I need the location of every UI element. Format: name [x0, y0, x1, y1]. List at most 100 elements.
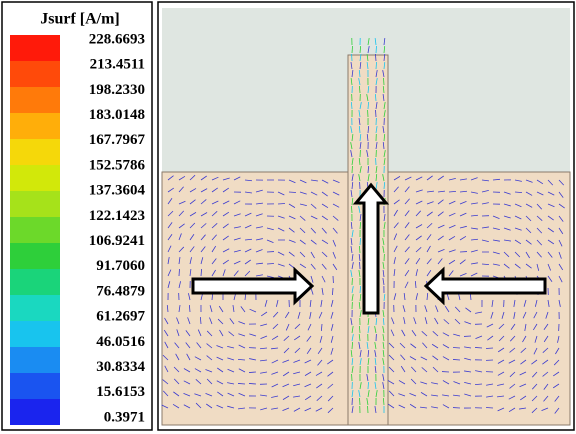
- field-vector: [309, 311, 312, 319]
- field-vector: [367, 85, 370, 94]
- field-vector: [558, 215, 564, 222]
- field-vector: [366, 342, 369, 350]
- field-vector: [366, 94, 369, 102]
- field-vector: [306, 347, 312, 355]
- field-vector: [448, 259, 456, 265]
- field-vector: [222, 269, 226, 277]
- field-vector: [383, 102, 386, 110]
- field-vector: [464, 370, 472, 373]
- field-vector: [200, 246, 206, 253]
- field-vector: [319, 335, 323, 343]
- field-vector: [501, 311, 505, 319]
- legend-label: 183.0148: [89, 107, 145, 123]
- field-vector: [183, 380, 191, 385]
- field-vector: [238, 407, 246, 410]
- field-vector: [173, 391, 180, 397]
- field-vector: [434, 317, 439, 325]
- field-vector: [404, 281, 409, 289]
- field-vector: [288, 215, 296, 220]
- field-vector: [317, 347, 323, 355]
- field-vector: [288, 203, 296, 208]
- field-vector: [350, 270, 353, 278]
- field-vector: [266, 263, 275, 265]
- field-vector: [351, 262, 354, 270]
- field-vector: [367, 326, 370, 334]
- field-vector: [174, 342, 180, 349]
- field-vector: [238, 333, 246, 337]
- field-vector: [260, 359, 268, 362]
- field-vector: [382, 238, 385, 246]
- field-vector: [293, 359, 301, 363]
- field-vector: [474, 383, 483, 386]
- field-vector: [375, 61, 377, 70]
- field-vector: [367, 38, 370, 46]
- field-vector: [188, 293, 191, 301]
- field-vector: [211, 269, 216, 277]
- field-vector: [497, 383, 505, 386]
- field-vector: [350, 78, 353, 86]
- field-vector: [183, 368, 191, 373]
- field-vector: [481, 202, 489, 205]
- field-vector: [388, 354, 395, 361]
- field-vector: [162, 354, 169, 361]
- field-vector: [531, 383, 538, 390]
- field-vector: [196, 342, 202, 349]
- field-vector: [426, 269, 432, 277]
- color-band: [10, 373, 60, 399]
- arrow-up: [352, 182, 390, 315]
- field-vector: [508, 395, 516, 400]
- field-vector: [470, 262, 478, 265]
- field-vector: [330, 347, 334, 355]
- field-vector: [558, 179, 565, 186]
- field-vector: [464, 393, 472, 397]
- field-vector: [533, 311, 538, 319]
- field-vector: [426, 245, 431, 253]
- field-vector: [420, 392, 428, 397]
- field-vector: [222, 187, 230, 193]
- field-vector: [211, 210, 218, 217]
- field-vector: [514, 227, 522, 231]
- field-vector: [513, 299, 516, 307]
- field-vector: [543, 335, 549, 343]
- color-band: [10, 87, 60, 113]
- field-vector: [486, 323, 494, 328]
- field-vector: [514, 263, 521, 269]
- field-vector: [200, 268, 203, 277]
- field-vector: [404, 269, 410, 277]
- field-vector: [558, 203, 565, 209]
- field-vector: [222, 200, 230, 205]
- field-vector: [413, 317, 417, 325]
- field-vector: [255, 213, 263, 217]
- field-vector: [351, 70, 354, 78]
- field-vector: [358, 78, 361, 86]
- field-vector: [387, 380, 395, 385]
- field-vector: [222, 211, 230, 217]
- field-vector: [508, 407, 516, 413]
- field-vector: [437, 235, 444, 241]
- field-vector: [432, 366, 439, 373]
- field-vector: [522, 311, 527, 319]
- field-vector: [464, 381, 472, 385]
- field-vector: [459, 212, 467, 217]
- field-vector: [306, 335, 312, 342]
- field-vector: [382, 94, 385, 102]
- field-vector: [475, 370, 483, 373]
- field-vector: [474, 347, 483, 349]
- field-vector: [206, 330, 213, 337]
- field-vector: [216, 404, 224, 409]
- field-vector: [375, 182, 378, 190]
- field-vector: [330, 335, 334, 343]
- field-vector: [492, 178, 501, 181]
- field-vector: [400, 354, 406, 361]
- field-vector: [503, 191, 511, 195]
- field-vector: [541, 407, 549, 412]
- field-vector: [382, 270, 385, 278]
- field-vector: [464, 357, 472, 361]
- field-vector: [255, 238, 263, 241]
- field-vector: [359, 102, 362, 110]
- field-vector: [426, 211, 433, 217]
- field-vector: [321, 275, 326, 283]
- field-vector: [454, 306, 461, 313]
- field-vector: [404, 186, 410, 193]
- field-vector: [277, 251, 285, 256]
